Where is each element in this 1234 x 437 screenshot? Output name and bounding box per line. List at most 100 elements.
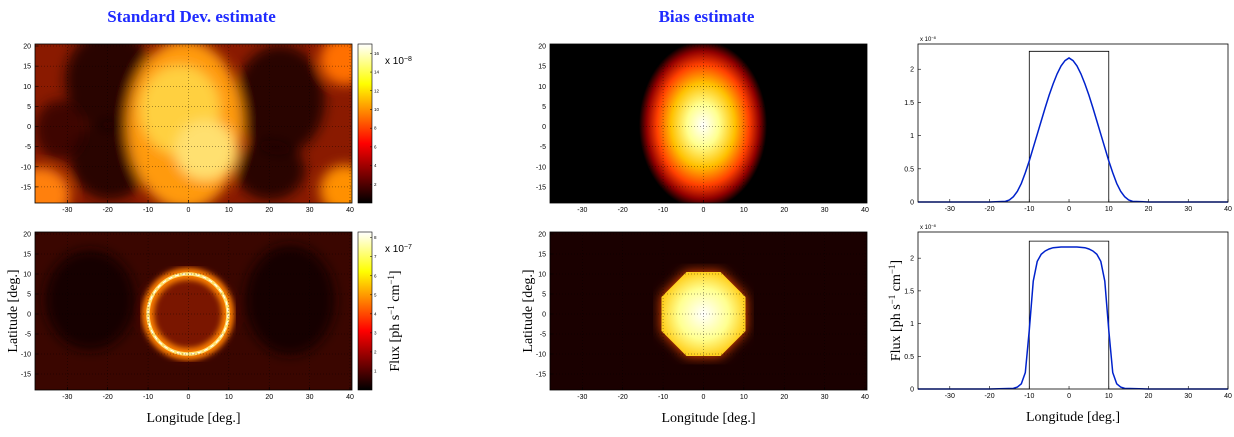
x-tick-label: -20 [103,394,113,401]
scale-exp: −8 [931,35,936,40]
x-tick-label: -30 [945,393,955,400]
x-tick-label: 20 [265,394,273,401]
y-tick-label: -15 [536,372,546,379]
y-tick-label: 5 [27,104,31,111]
plot-frame [34,231,353,391]
y-tick-label: 15 [538,64,546,71]
colorbar [357,231,373,391]
x-tick-label: -10 [658,394,668,401]
x-tick-label: 40 [861,207,869,214]
y-tick-label: 20 [23,44,31,51]
scale-exp: −7 [404,244,412,251]
x-axis-label: Longitude [deg.] [1026,410,1120,425]
x-tick-label: 30 [821,207,829,214]
x-tick-label: 10 [1105,393,1113,400]
x-tick-label: 30 [1184,206,1192,213]
y-tick-label: 0 [27,312,31,319]
x-tick-label: 0 [701,394,705,401]
y-tick-label: 5 [542,104,546,111]
colorbar-tick-label: 6 [374,273,377,278]
heatmap-image [35,232,352,390]
plot-frame [917,43,1229,203]
x-axis-label: Longitude [deg.] [661,411,755,426]
x-tick-label: -30 [577,207,587,214]
label-part: −1 [887,265,897,275]
y-tick-label: 2 [910,256,914,263]
colorbar-tick-label: 10 [374,107,380,112]
chart-title: Standard Dev. estimate [107,7,276,26]
heatmap-image [35,44,352,203]
colorbar-scale: x 10−7 [385,244,412,256]
label-part: −1 [887,295,897,305]
x-tick-label: 0 [186,394,190,401]
x-tick-label: 40 [861,394,869,401]
y-tick-label: 2 [910,67,914,74]
label-part: Flux [ph s [388,315,403,372]
label-part: −1 [386,275,396,285]
y-tick-label: 0 [910,387,914,394]
plot-frame [34,43,353,204]
colorbar-tick-label: 2 [374,349,377,354]
axis-label: Flux [ph s−1 cm−1] [887,260,904,361]
y-tick-label: -15 [21,372,31,379]
y-tick-label: -5 [25,332,31,339]
x-tick-label: 0 [1067,393,1071,400]
x-tick-label: 0 [701,207,705,214]
y-tick-label: 20 [538,232,546,239]
y-tick-label: 15 [23,64,31,71]
y-tick-label: -15 [21,184,31,191]
x-tick-label: 20 [1145,206,1153,213]
x-tick-label: 20 [265,207,273,214]
y-tick-label: 1 [910,321,914,328]
y-tick-label: -10 [21,164,31,171]
x-tick-label: -30 [577,394,587,401]
colorbar-tick-label: 7 [374,254,377,259]
y-tick-label: 20 [538,44,546,51]
x-tick-label: 40 [1224,393,1232,400]
heatmap-image [550,44,867,203]
y-tick-label: 1.5 [904,100,914,107]
x-tick-label: -20 [618,394,628,401]
y-tick-label: -10 [21,352,31,359]
x-tick-label: 20 [1145,393,1153,400]
colorbar-tick-label: 8 [374,126,377,131]
plot-frame [917,231,1229,390]
y-scale-label: x 10−8 [920,223,937,232]
scale-exp: −8 [404,56,412,63]
colorbar-tick-label: 12 [374,88,380,93]
x-tick-label: 10 [1105,206,1113,213]
x-tick-label: 10 [225,207,233,214]
label-part: −1 [386,305,396,315]
y-tick-label: 15 [23,252,31,259]
label-part: ] [889,260,904,265]
scale-base: x 10 [920,225,932,231]
x-tick-label: 40 [346,394,354,401]
y-tick-label: -5 [540,332,546,339]
chart-title: Bias estimate [659,7,755,26]
colorbar-tick-label: 3 [374,330,377,335]
y-tick-label: 10 [23,272,31,279]
colorbar-tick-label: 4 [374,311,377,316]
x-tick-label: 30 [821,394,829,401]
y-tick-label: -5 [540,144,546,151]
y-tick-label: 0 [910,200,914,207]
x-tick-label: -20 [984,393,994,400]
plot-frame [549,43,868,204]
colorbar-tick-label: 6 [374,144,377,149]
y-tick-label: 15 [538,252,546,259]
x-tick-label: 30 [306,394,314,401]
y-tick-label: 0 [27,124,31,131]
x-tick-label: -20 [984,206,994,213]
y-tick-label: 0 [542,312,546,319]
x-tick-label: 40 [1224,206,1232,213]
plot-area [918,44,1228,202]
y-axis-label: Latitude [deg.] [6,269,21,352]
heatmap-image [550,232,867,390]
colorbar-tick-label: 14 [374,70,380,75]
label-part: Flux [ph s [889,304,904,361]
y-tick-label: -15 [536,184,546,191]
y-axis-label: Latitude [deg.] [521,269,536,352]
x-axis-label: Longitude [deg.] [146,411,240,426]
colorbar-tick-label: 16 [374,51,380,56]
